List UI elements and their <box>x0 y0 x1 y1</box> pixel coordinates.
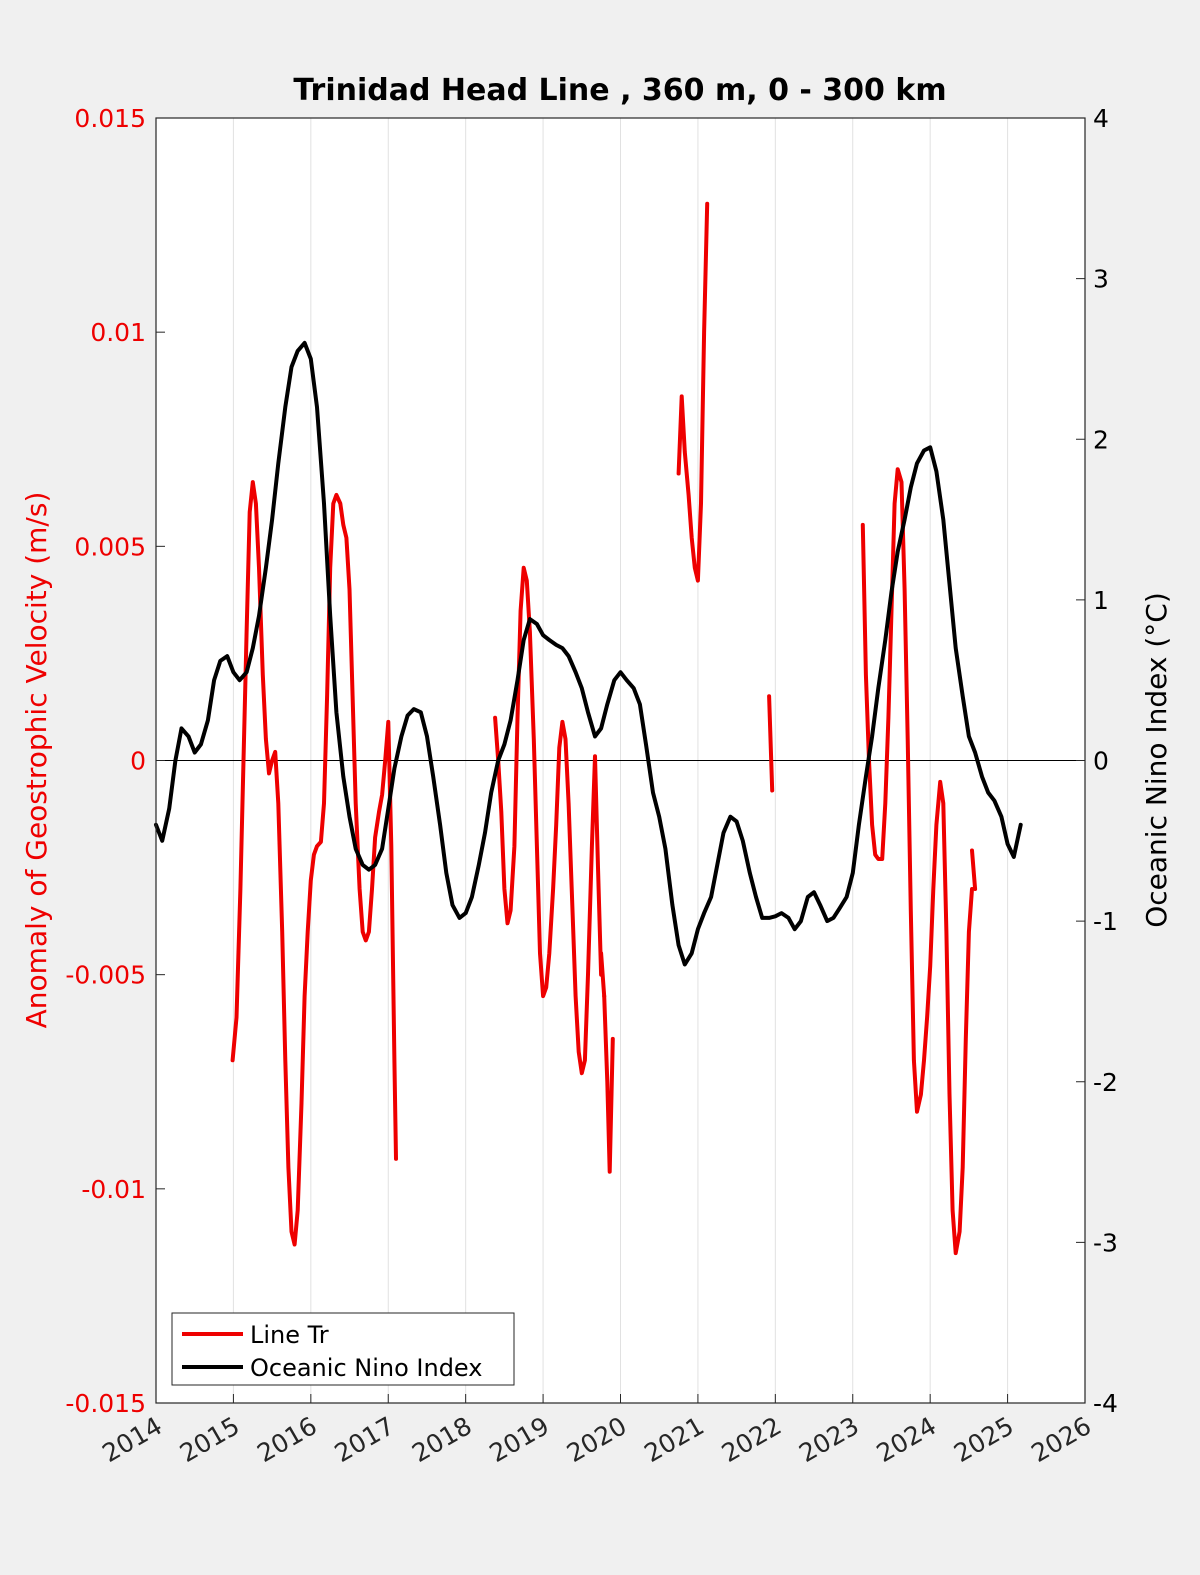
left-tick-label-0.01: 0.01 <box>90 318 146 347</box>
legend: Line Tr Oceanic Nino Index <box>171 1312 515 1386</box>
right-tick-label-4: 4 <box>1093 104 1109 133</box>
left-tick-label--0.01: -0.01 <box>81 1175 146 1204</box>
right-axis-label: Oceanic Nino Index (°C) <box>1140 592 1173 928</box>
legend-label-oni: Oceanic Nino Index <box>250 1354 482 1382</box>
series-line-tr-segment-5 <box>767 694 775 793</box>
right-tick-label--1: -1 <box>1093 907 1118 936</box>
series-line-tr-segment-6 <box>860 467 974 1256</box>
right-tick-label-1: 1 <box>1093 586 1109 615</box>
series-oceanic-nino-index-line <box>154 340 1023 967</box>
right-axis-ticks: 4 3 2 1 0 -1 -2 -3 -4 <box>1076 104 1118 1418</box>
left-tick-label-0.015: 0.015 <box>74 104 146 133</box>
chart-title: Trinidad Head Line , 360 m, 0 - 300 km <box>293 73 946 108</box>
left-axis-label: Anomaly of Geostrophic Velocity (m/s) <box>20 492 53 1029</box>
plot-lines <box>154 201 1023 1256</box>
series-line-tr-segment-1 <box>493 565 604 1076</box>
left-tick-label-0.005: 0.005 <box>74 532 146 561</box>
series-line-tr-segment-7 <box>970 848 978 891</box>
right-tick-label-3: 3 <box>1093 265 1109 294</box>
left-axis-ticks: 0.015 0.01 0.005 0 -0.005 -0.01 -0.015 <box>65 104 165 1418</box>
right-tick-label--4: -4 <box>1093 1389 1118 1418</box>
legend-box <box>171 1312 515 1386</box>
series-line-tr-segment-3 <box>602 994 615 1174</box>
left-tick-label--0.005: -0.005 <box>65 961 146 990</box>
left-tick-label-0: 0 <box>130 747 146 776</box>
series-line-tr-segment-0 <box>230 480 398 1247</box>
right-tick-label--2: -2 <box>1093 1068 1118 1097</box>
series-line-tr-segment-2 <box>599 951 607 999</box>
series-line-tr-segment-4 <box>676 201 710 583</box>
right-tick-label--3: -3 <box>1093 1228 1118 1257</box>
legend-label-line-tr: Line Tr <box>250 1321 329 1349</box>
right-tick-label-2: 2 <box>1093 425 1109 454</box>
left-tick-label--0.015: -0.015 <box>65 1389 146 1418</box>
right-tick-label-0: 0 <box>1093 747 1109 776</box>
